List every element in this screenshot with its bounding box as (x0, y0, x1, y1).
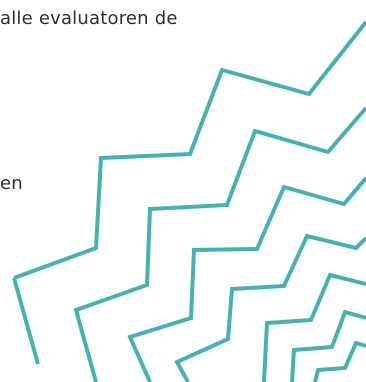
zigzag-line-3 (73, 106, 366, 382)
zigzag-line-4 (127, 176, 366, 382)
zigzag-line-1 (13, 20, 366, 280)
zigzag-line-6 (262, 272, 366, 382)
zigzag-line-2 (12, 277, 40, 365)
zigzag-line-5 (174, 233, 366, 382)
zigzag-line-7 (290, 309, 366, 382)
body-text-line-1: alle evaluatoren de (0, 8, 178, 29)
body-text-line-2: en (0, 173, 23, 194)
zigzag-line-8 (313, 340, 366, 382)
